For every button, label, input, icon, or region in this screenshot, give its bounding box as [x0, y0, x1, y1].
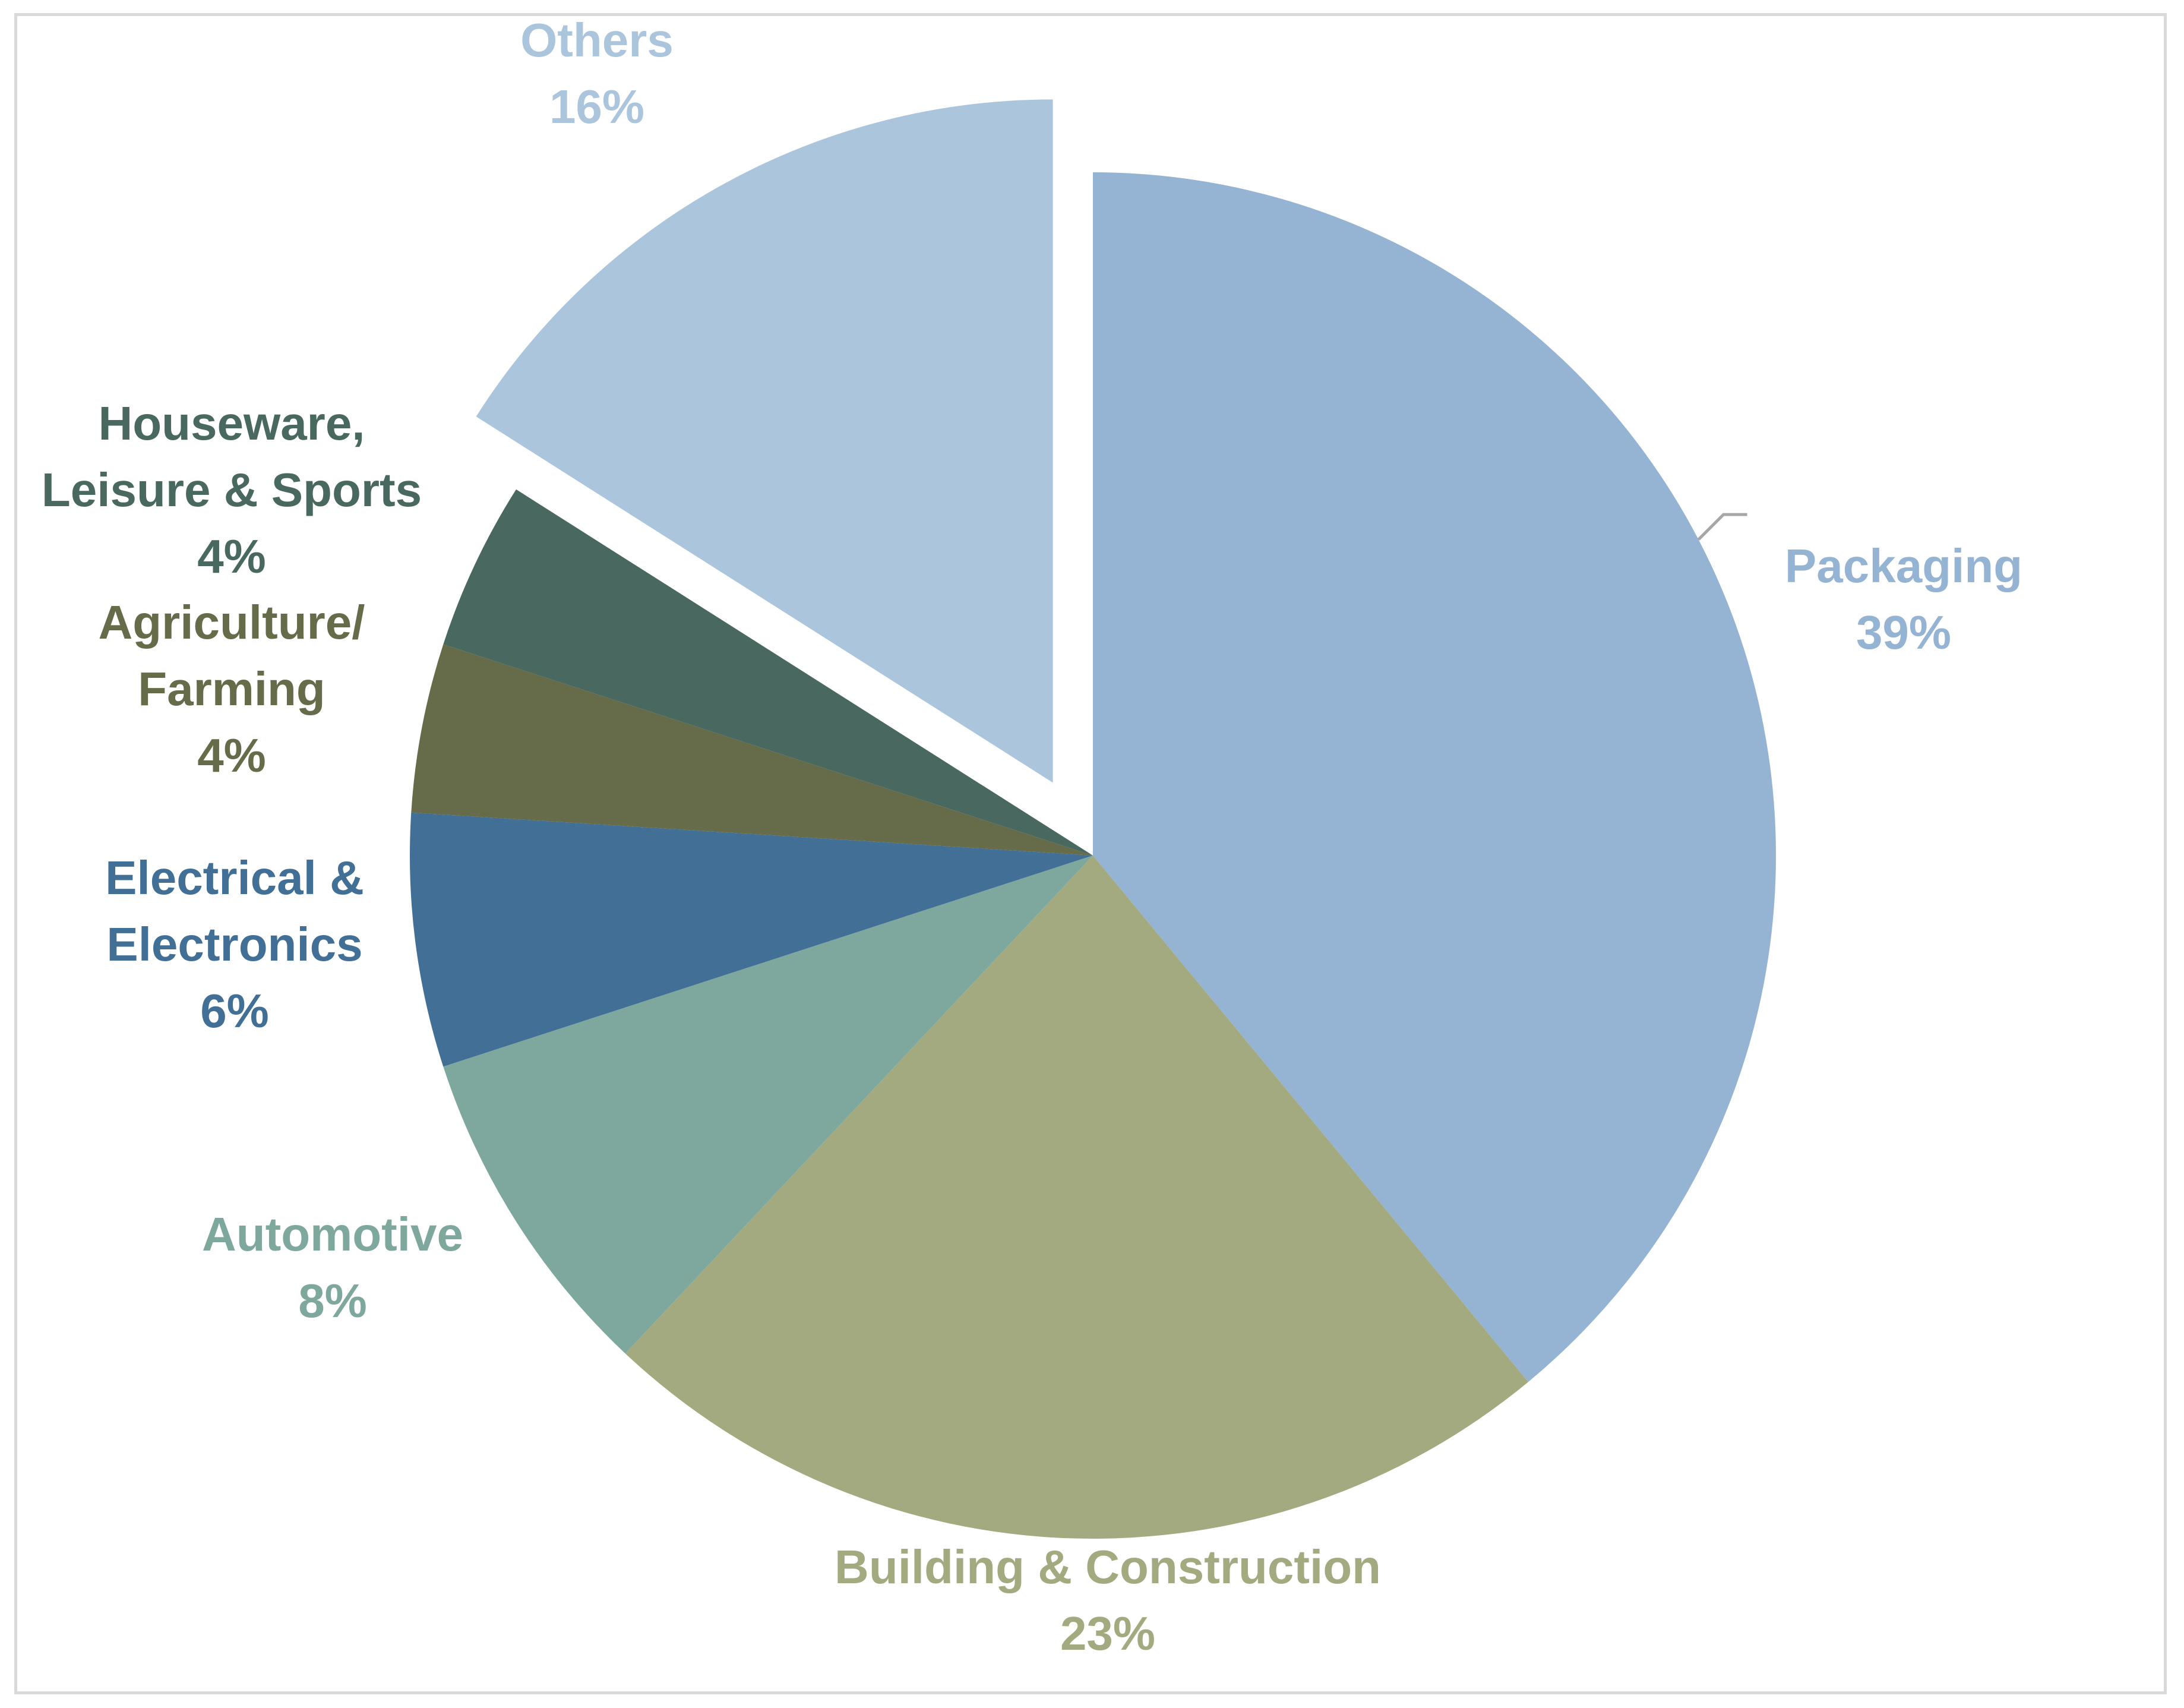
data-label-electrical-electronics: Electrical & Electronics 6%: [105, 851, 364, 1037]
leader-line-packaging: [1697, 513, 1747, 541]
pie-slice-electrical-electronics: [410, 812, 1093, 1067]
pie-slices: [410, 99, 1777, 1539]
pie-slice-houseware-leisure-sports: [443, 489, 1093, 855]
pie-slice-packaging: [1093, 172, 1777, 1382]
pie-slice-others: [476, 99, 1053, 783]
data-label-houseware-leisure-sports: Houseware, Leisure & Sports 4%: [42, 397, 422, 583]
data-label-agriculture-farming: Agriculture/Farming 4%: [99, 596, 365, 782]
data-label-building-construction: Building & Construction 23%: [835, 1540, 1381, 1660]
pie-slice-agriculture-farming: [411, 644, 1093, 855]
data-label-packaging: Packaging 39%: [1785, 539, 2022, 659]
data-label-others: Others 16%: [520, 14, 674, 133]
leader-lines: [1697, 513, 1747, 541]
pie-slice-building-construction: [625, 855, 1529, 1539]
data-label-automotive: Automotive 8%: [202, 1208, 463, 1327]
pie-slice-automotive: [443, 855, 1093, 1354]
slice-labels: Packaging 39% Building & Construction 23% Au…: [42, 14, 2022, 1660]
